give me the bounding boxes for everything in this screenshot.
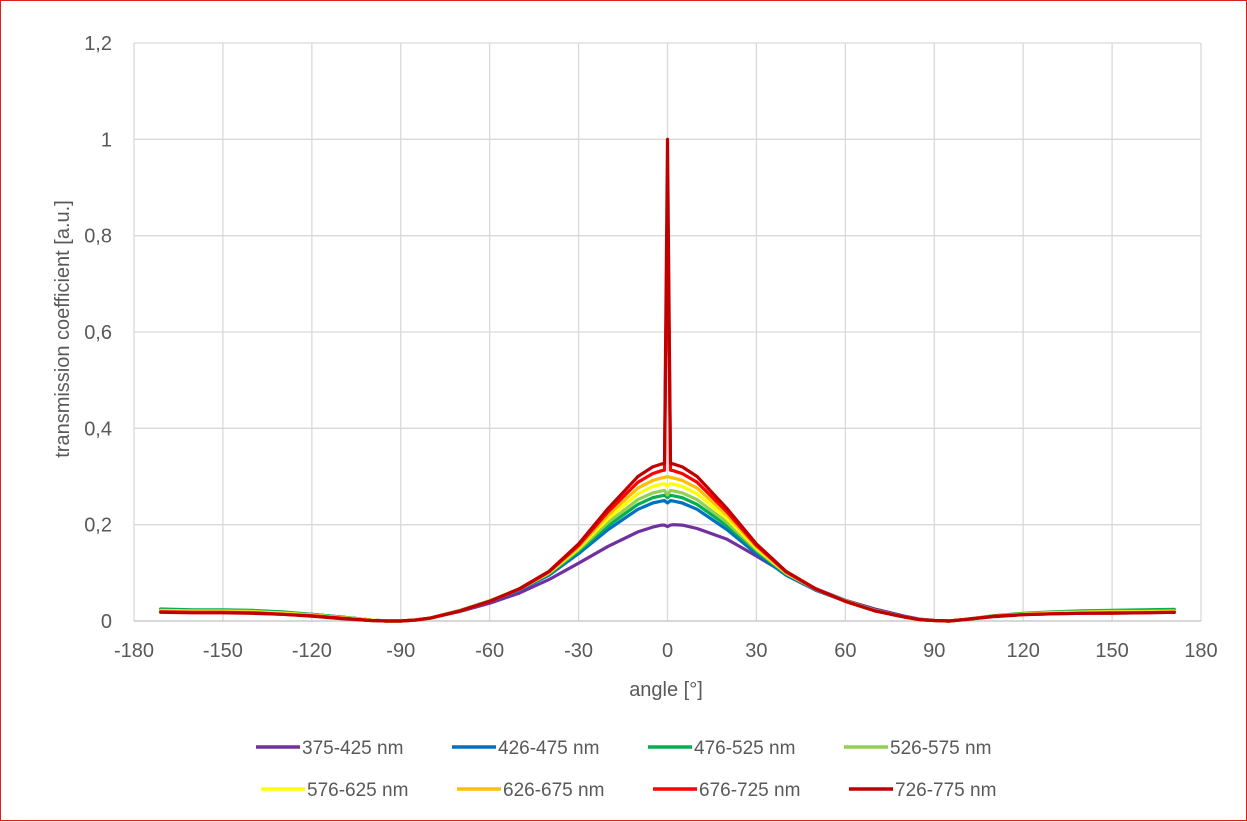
tick-labels: -180 -150 -120 -90 -60 -30 0 30 60 90 120 150 180 0 0,… (84, 33, 1218, 662)
x-tick-label: 180 (1184, 640, 1217, 662)
x-tick-label: -60 (475, 640, 504, 662)
y-axis-title: transmission coefficient [a.u.] (52, 200, 74, 458)
legend-label: 476-525 nm (694, 738, 795, 759)
x-tick-label: 30 (745, 640, 767, 662)
y-tick-label: 0,2 (84, 515, 112, 537)
legend-label: 576-625 nm (307, 780, 408, 801)
y-tick-label: 1 (101, 129, 112, 151)
legend-label: 426-475 nm (498, 738, 599, 759)
x-tick-label: 120 (1006, 640, 1039, 662)
series-layer (159, 137, 1176, 623)
legend-label: 526-575 nm (890, 738, 991, 759)
y-tick-label: 0,4 (84, 418, 112, 440)
x-tick-label: -180 (114, 640, 154, 662)
x-tick-label: 90 (923, 640, 945, 662)
y-tick-label: 0,8 (84, 226, 112, 248)
y-tick-label: 0 (101, 611, 112, 633)
legend-label: 726-775 nm (895, 780, 996, 801)
x-tick-label: -120 (292, 640, 332, 662)
legend-label: 676-725 nm (699, 780, 800, 801)
x-tick-label: -150 (203, 640, 243, 662)
x-tick-label: -30 (564, 640, 593, 662)
series-line-8 (159, 137, 1176, 623)
x-tick-label: 60 (834, 640, 856, 662)
legend-label: 375-425 nm (302, 738, 403, 759)
y-tick-label: 1,2 (84, 33, 112, 55)
x-tick-label: 150 (1095, 640, 1128, 662)
legend: 375-425 nm 426-475 nm 476-525 nm 526-575 nm… (256, 738, 996, 801)
legend-label: 626-675 nm (503, 780, 604, 801)
y-tick-label: 0,6 (84, 322, 112, 344)
x-axis-title: angle [°] (629, 679, 703, 701)
x-tick-label: 0 (662, 640, 673, 662)
x-tick-label: -90 (386, 640, 415, 662)
